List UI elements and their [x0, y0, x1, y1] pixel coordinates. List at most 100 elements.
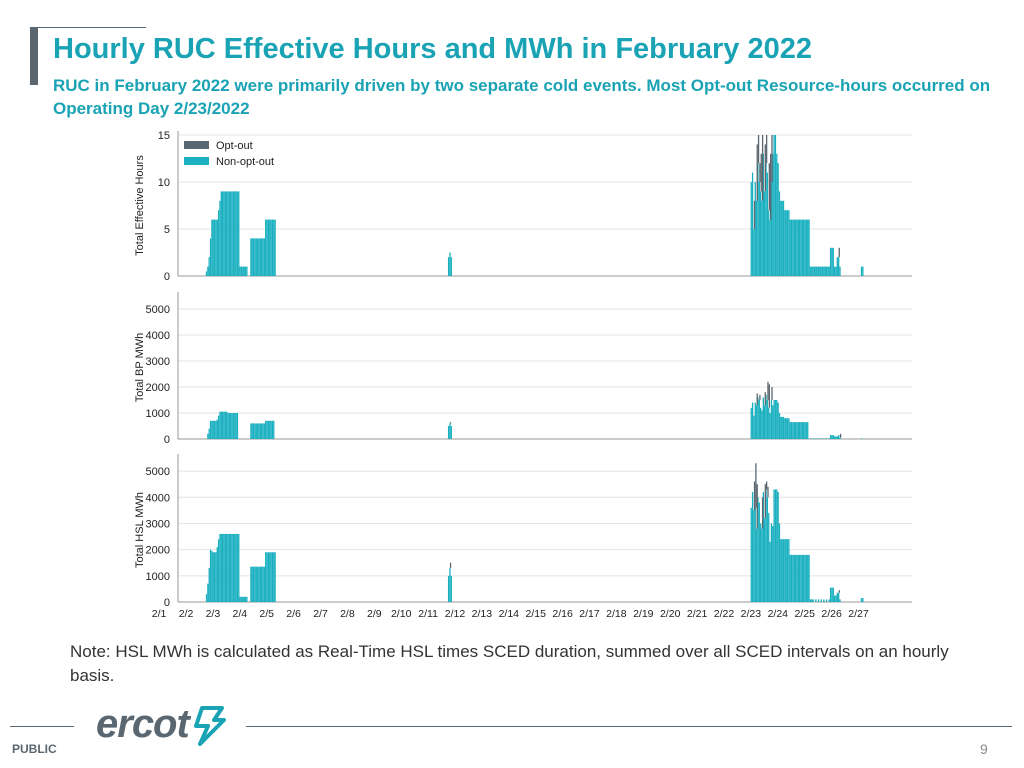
legend-swatch-opt-out: [184, 141, 209, 149]
bar-non-opt-out: [833, 595, 836, 602]
classification-label: PUBLIC: [12, 742, 57, 756]
x-tick-label: 2/18: [606, 608, 627, 620]
bar-non-opt-out: [450, 575, 452, 602]
bar-non-opt-out: [797, 422, 799, 439]
bar-non-opt-out: [217, 539, 220, 602]
bar-non-opt-out: [230, 191, 232, 276]
bar-opt-out: [757, 135, 760, 164]
chart-legend: Opt-out Non-opt-out: [184, 140, 274, 168]
bar-non-opt-out: [835, 266, 837, 276]
bar-non-opt-out: [236, 413, 239, 439]
bar-non-opt-out: [447, 257, 450, 276]
bar-non-opt-out: [776, 153, 778, 276]
bar-non-opt-out: [772, 405, 774, 439]
bar-opt-out: [759, 394, 761, 400]
bar-non-opt-out: [773, 489, 775, 602]
bar-non-opt-out: [769, 541, 771, 602]
bar-non-opt-out: [269, 552, 271, 602]
bar-non-opt-out: [269, 420, 271, 439]
bar-non-opt-out: [216, 547, 218, 602]
bar-non-opt-out: [755, 528, 758, 602]
y-axis-label: Total BP MWh: [134, 333, 146, 403]
x-tick-label: 2/20: [660, 608, 681, 620]
bar-opt-out: [765, 481, 768, 490]
bar-non-opt-out: [208, 428, 210, 439]
bar-non-opt-out: [785, 210, 787, 276]
title-rule: [38, 27, 146, 28]
y-axis-label: Total HSL MWh: [134, 492, 146, 568]
bar-non-opt-out: [262, 566, 264, 602]
bar-non-opt-out: [780, 416, 782, 439]
bar-non-opt-out: [255, 566, 257, 602]
bar-opt-out: [753, 200, 756, 229]
bar-non-opt-out: [223, 191, 225, 276]
y-tick-label: 2000: [146, 545, 170, 557]
bar-non-opt-out: [803, 554, 805, 602]
y-tick-label: 3000: [146, 356, 170, 368]
bar-non-opt-out: [271, 219, 274, 276]
bar-non-opt-out: [803, 422, 805, 439]
bar-non-opt-out: [765, 394, 767, 439]
bar-non-opt-out: [754, 402, 756, 439]
bar-non-opt-out: [220, 411, 222, 439]
bar-non-opt-out: [450, 426, 452, 439]
bar-non-opt-out: [265, 552, 267, 602]
bar-non-opt-out: [768, 512, 770, 602]
bar-non-opt-out: [774, 489, 777, 602]
bar-non-opt-out: [809, 266, 812, 276]
bar-non-opt-out: [243, 266, 245, 276]
x-tick-label: 2/13: [472, 608, 493, 620]
bar-non-opt-out: [226, 533, 228, 602]
bar-opt-out: [767, 381, 769, 400]
bar-non-opt-out: [212, 219, 214, 276]
bar-non-opt-out: [785, 418, 787, 439]
bar-non-opt-out: [266, 219, 268, 276]
bar-opt-out: [768, 384, 770, 408]
bar-opt-out: [761, 497, 764, 529]
bar-non-opt-out: [219, 200, 221, 276]
bar-non-opt-out: [269, 219, 271, 276]
bar-non-opt-out: [777, 163, 779, 276]
bar-non-opt-out: [246, 596, 248, 602]
bar-non-opt-out: [750, 407, 752, 439]
bar-non-opt-out: [800, 219, 802, 276]
bar-non-opt-out: [760, 523, 762, 602]
bar-non-opt-out: [220, 533, 222, 602]
x-tick-label: 2/7: [313, 608, 328, 620]
bar-non-opt-out: [824, 266, 826, 276]
bar-non-opt-out: [447, 575, 450, 602]
bar-non-opt-out: [788, 539, 790, 602]
bar-non-opt-out: [760, 407, 762, 439]
bar-opt-out: [838, 247, 840, 258]
bar-opt-out: [765, 135, 768, 164]
legend-label-non-opt-out: Non-opt-out: [216, 156, 274, 168]
bar-non-opt-out: [223, 533, 225, 602]
bar-non-opt-out: [259, 423, 261, 439]
ercot-bolt-icon: [194, 706, 226, 746]
y-tick-label: 0: [164, 434, 170, 446]
bar-non-opt-out: [808, 219, 810, 276]
bar-non-opt-out: [808, 554, 810, 602]
x-axis-ticks: 2/1 2/2 2/3 2/4 2/5 2/6 2/7 2/8 2/9 2/10 2/11 2/12 2…: [152, 608, 869, 620]
bar-non-opt-out: [831, 435, 833, 439]
bar-non-opt-out: [449, 252, 451, 276]
bar-non-opt-out: [750, 507, 752, 602]
bar-non-opt-out: [212, 420, 214, 439]
bar-non-opt-out: [796, 219, 798, 276]
y-tick-label: 1000: [146, 408, 170, 420]
bar-non-opt-out: [256, 566, 259, 602]
bar-non-opt-out: [235, 533, 237, 602]
legend-label-opt-out: Opt-out: [216, 140, 253, 152]
bar-non-opt-out: [753, 415, 755, 439]
bar-non-opt-out: [784, 418, 786, 439]
bar-non-opt-out: [832, 247, 834, 276]
bar-non-opt-out: [785, 539, 787, 602]
bar-non-opt-out: [807, 219, 809, 276]
bar-non-opt-out: [212, 552, 214, 602]
bar-non-opt-out: [832, 435, 834, 439]
bar-non-opt-out: [450, 257, 452, 276]
bar-non-opt-out: [267, 552, 270, 602]
bar-non-opt-out: [762, 397, 764, 439]
bar-non-opt-out: [839, 437, 841, 439]
bar-non-opt-out: [215, 420, 217, 439]
